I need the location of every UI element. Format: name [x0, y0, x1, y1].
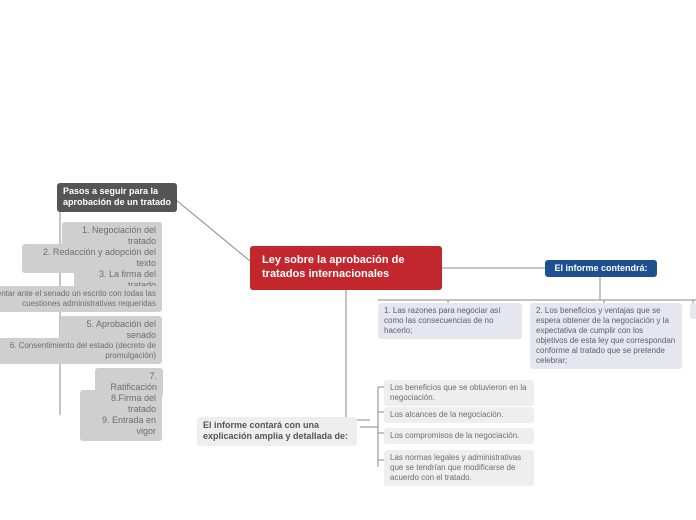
explicacion-item-2: Los alcances de la negociación. — [384, 407, 534, 423]
contendra-item-1: 1. Las razones para negociar así como la… — [378, 303, 522, 339]
paso-4: 4. Presentar ante el senado un escrito c… — [0, 286, 162, 312]
branch-explicacion-title[interactable]: El informe contará con una explicación a… — [197, 417, 357, 446]
branch-pasos-title[interactable]: Pasos a seguir para la aprobación de un … — [57, 183, 177, 212]
central-topic[interactable]: Ley sobre la aprobación de tratados inte… — [250, 246, 442, 290]
branch-contendra-title[interactable]: El informe contendrá: — [545, 260, 657, 277]
contendra-item-2: 2. Los beneficios y ventajas que se espe… — [530, 303, 682, 369]
paso-6: 6. Consentimiento del estado (decreto de… — [0, 338, 162, 364]
paso-9: 9. Entrada en vigor — [80, 412, 162, 441]
explicacion-item-4: Las normas legales y administrativas que… — [384, 450, 534, 486]
explicacion-item-3: Los compromisos de la negociación. — [384, 428, 534, 444]
contendra-item-3: 3. … — [690, 303, 696, 319]
explicacion-item-1: Los beneficios que se obtuvieron en la n… — [384, 380, 534, 406]
